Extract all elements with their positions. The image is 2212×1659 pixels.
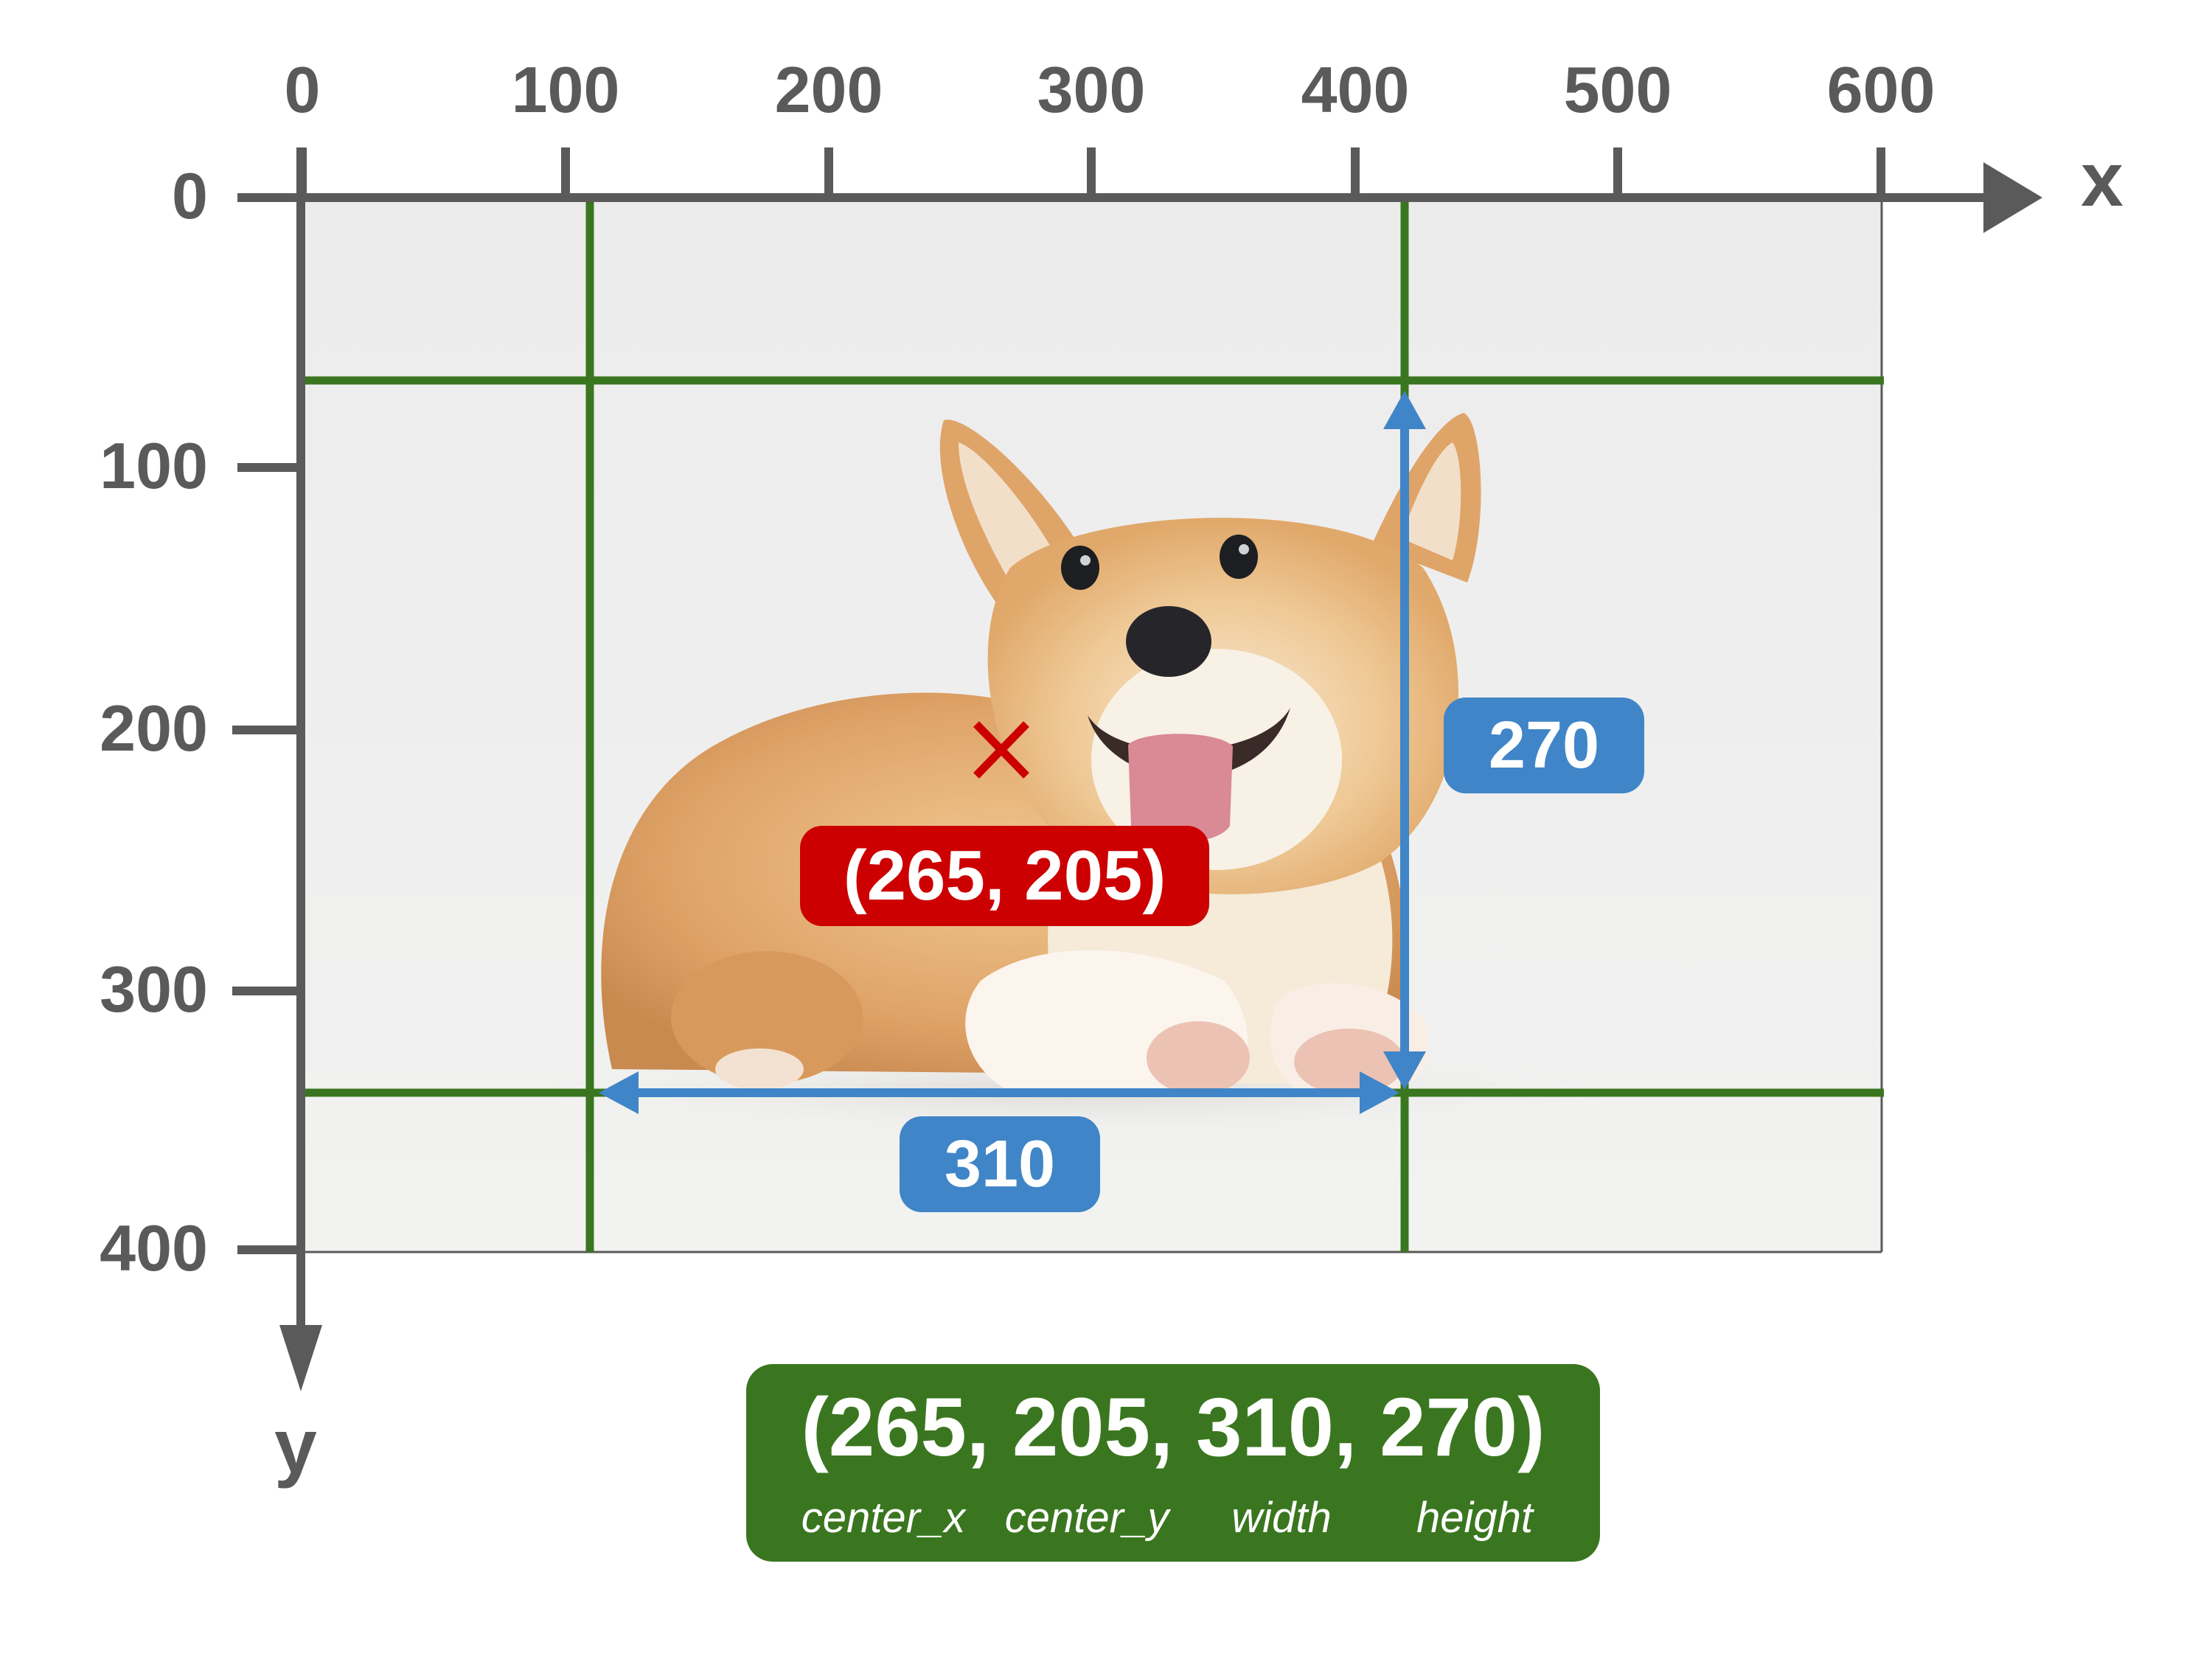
height-label: 270 xyxy=(1444,698,1644,793)
center-coordinate-label: (265, 205) xyxy=(800,826,1209,926)
y-tick-label: 0 xyxy=(172,159,208,232)
bbox-tuple-box: (265, 205, 310, 270) center_x center_y w… xyxy=(746,1364,1600,1562)
y-tick-label: 400 xyxy=(100,1211,208,1284)
field-label-center-y: center_y xyxy=(1004,1494,1169,1542)
x-tick-label: 400 xyxy=(1301,53,1410,126)
x-mark-icon xyxy=(973,721,1029,779)
width-value: 310 xyxy=(944,1127,1056,1201)
x-tick-label: 100 xyxy=(511,53,620,126)
y-tick-label: 300 xyxy=(100,953,208,1026)
height-arrow xyxy=(1383,391,1426,1090)
bbox-tuple-text: (265, 205, 310, 270) xyxy=(801,1381,1545,1473)
field-label-height: height xyxy=(1416,1494,1534,1542)
height-value: 270 xyxy=(1488,708,1600,782)
y-axis-label: y xyxy=(274,1404,317,1489)
x-axis xyxy=(237,147,2042,233)
x-tick-label: 500 xyxy=(1563,53,1672,126)
y-tick-label: 200 xyxy=(100,692,208,765)
width-label: 310 xyxy=(900,1116,1100,1212)
x-tick-label: 300 xyxy=(1037,53,1146,126)
field-label-width: width xyxy=(1231,1494,1332,1542)
width-arrow xyxy=(599,1071,1399,1114)
center-coordinate-text: (265, 205) xyxy=(843,836,1166,915)
x-tick-label: 0 xyxy=(284,53,321,126)
field-label-center-x: center_x xyxy=(801,1494,966,1542)
y-tick-label: 100 xyxy=(100,429,208,502)
x-axis-label: x xyxy=(2081,137,2124,223)
x-tick-label: 600 xyxy=(1826,53,1935,126)
x-tick-label: 200 xyxy=(774,53,883,126)
y-axis xyxy=(232,147,322,1391)
